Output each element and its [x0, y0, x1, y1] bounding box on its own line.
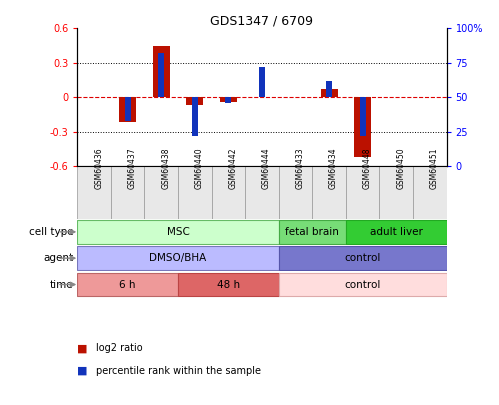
Bar — [279, 273, 447, 296]
Bar — [346, 166, 379, 219]
Text: cell type: cell type — [29, 227, 74, 237]
Bar — [413, 166, 447, 219]
Text: GSM60444: GSM60444 — [262, 148, 271, 190]
Text: GSM60451: GSM60451 — [430, 148, 439, 190]
Bar — [178, 273, 279, 296]
Text: percentile rank within the sample: percentile rank within the sample — [96, 366, 261, 375]
Text: GSM60436: GSM60436 — [94, 148, 103, 190]
Text: GSM60440: GSM60440 — [195, 148, 204, 190]
Bar — [379, 166, 413, 219]
Bar — [192, 97, 198, 136]
Bar — [279, 220, 346, 244]
Bar — [77, 273, 178, 296]
Text: DMSO/BHA: DMSO/BHA — [149, 253, 207, 263]
Bar — [279, 246, 447, 270]
Bar — [77, 246, 279, 270]
Text: time: time — [50, 279, 74, 290]
Bar — [279, 166, 312, 219]
Bar — [220, 97, 237, 102]
Text: 6 h: 6 h — [119, 279, 136, 290]
Bar — [111, 166, 145, 219]
Text: GSM60438: GSM60438 — [161, 148, 170, 190]
Text: agent: agent — [43, 253, 74, 263]
Bar — [153, 45, 170, 97]
Text: fetal brain: fetal brain — [285, 227, 339, 237]
Bar — [326, 81, 332, 97]
Title: GDS1347 / 6709: GDS1347 / 6709 — [211, 14, 313, 27]
Text: GSM60450: GSM60450 — [396, 148, 405, 190]
Bar — [321, 89, 337, 97]
Bar — [346, 220, 447, 244]
Bar — [360, 97, 366, 136]
Bar — [259, 67, 265, 97]
Bar — [125, 97, 131, 121]
Bar — [77, 166, 111, 219]
Text: GSM60433: GSM60433 — [295, 148, 304, 190]
Text: control: control — [344, 253, 381, 263]
Bar — [158, 53, 164, 97]
Bar — [312, 166, 346, 219]
Bar — [226, 97, 232, 103]
Bar — [77, 220, 279, 244]
Text: control: control — [344, 279, 381, 290]
Text: GSM60442: GSM60442 — [229, 148, 238, 190]
Bar — [119, 97, 136, 122]
Bar — [187, 97, 203, 105]
Text: log2 ratio: log2 ratio — [96, 343, 143, 353]
Text: GSM60448: GSM60448 — [363, 148, 372, 190]
Text: MSC: MSC — [167, 227, 190, 237]
Text: adult liver: adult liver — [370, 227, 423, 237]
Text: ■: ■ — [77, 366, 88, 375]
Bar — [212, 166, 245, 219]
Text: GSM60437: GSM60437 — [128, 148, 137, 190]
Text: 48 h: 48 h — [217, 279, 240, 290]
Bar — [354, 97, 371, 157]
Text: GSM60434: GSM60434 — [329, 148, 338, 190]
Text: ■: ■ — [77, 343, 88, 353]
Bar — [245, 166, 279, 219]
Bar — [145, 166, 178, 219]
Bar — [178, 166, 212, 219]
